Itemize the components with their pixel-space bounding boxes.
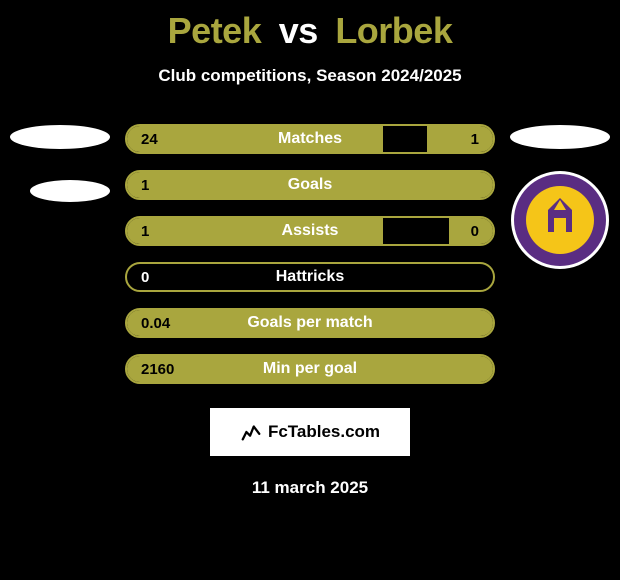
player1-shape-top [10, 125, 110, 149]
branding-text: FcTables.com [268, 422, 380, 442]
stat-row: Min per goal2160 [125, 354, 495, 384]
stat-value-left: 0 [141, 264, 149, 290]
player1-shape-bottom [30, 180, 110, 202]
stat-row: Hattricks0 [125, 262, 495, 292]
subtitle: Club competitions, Season 2024/2025 [0, 66, 620, 86]
fctables-logo-icon [240, 421, 262, 443]
date-text: 11 march 2025 [0, 478, 620, 498]
stat-value-right: 1 [471, 126, 479, 152]
player1-name: Petek [168, 10, 262, 51]
stat-label: Goals [127, 172, 493, 198]
stat-value-left: 0.04 [141, 310, 170, 336]
stat-value-left: 1 [141, 218, 149, 244]
branding-box: FcTables.com [210, 408, 410, 456]
stat-value-left: 2160 [141, 356, 174, 382]
stat-value-right: 0 [471, 218, 479, 244]
player2-shape-top [510, 125, 610, 149]
stat-row: Goals1 [125, 170, 495, 200]
page-title: Petek vs Lorbek [0, 0, 620, 52]
stat-label: Assists [127, 218, 493, 244]
stat-row: Goals per match0.04 [125, 308, 495, 338]
stat-row: Assists1 0 [125, 216, 495, 246]
club-crest [510, 170, 610, 270]
vs-text: vs [279, 10, 318, 51]
stat-label: Goals per match [127, 310, 493, 336]
stat-label: Matches [127, 126, 493, 152]
stat-label: Min per goal [127, 356, 493, 382]
stat-label: Hattricks [127, 264, 493, 290]
stat-row: Matches24 1 [125, 124, 495, 154]
stat-value-left: 1 [141, 172, 149, 198]
stat-value-left: 24 [141, 126, 158, 152]
player2-name: Lorbek [335, 10, 452, 51]
